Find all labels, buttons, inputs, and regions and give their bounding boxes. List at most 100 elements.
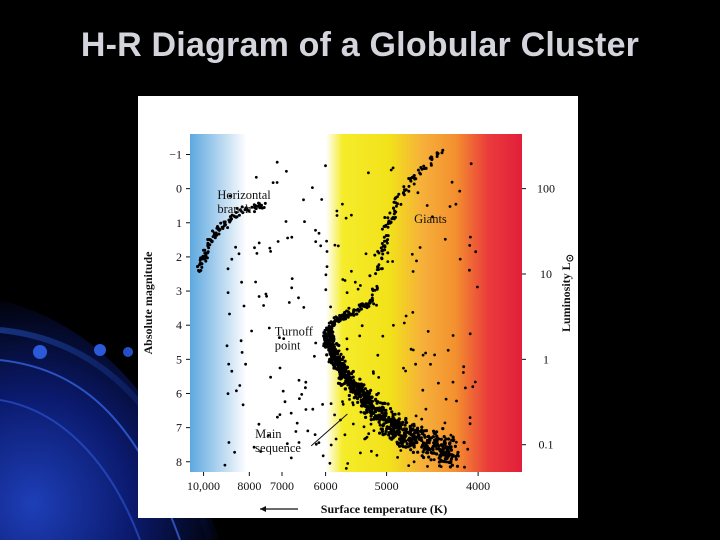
star-point bbox=[386, 402, 390, 406]
star-point bbox=[328, 341, 332, 345]
star-point bbox=[204, 259, 208, 263]
star-point bbox=[333, 355, 337, 359]
star-point bbox=[411, 443, 415, 447]
star-point bbox=[319, 244, 323, 248]
star-point bbox=[386, 419, 390, 423]
star-point bbox=[290, 235, 294, 239]
star-point bbox=[352, 396, 356, 400]
star-point bbox=[198, 258, 202, 262]
star-point bbox=[290, 277, 294, 280]
star-point bbox=[238, 384, 242, 387]
star-point bbox=[441, 148, 445, 152]
star-point bbox=[347, 393, 351, 398]
star-point bbox=[226, 267, 230, 271]
star-point bbox=[361, 390, 365, 394]
star-point bbox=[450, 180, 454, 184]
star-point bbox=[209, 239, 213, 242]
star-point bbox=[342, 363, 346, 367]
star-point bbox=[329, 443, 333, 447]
star-point bbox=[289, 411, 293, 415]
star-point bbox=[468, 244, 472, 247]
star-point bbox=[408, 424, 412, 428]
star-point bbox=[462, 365, 466, 369]
star-point bbox=[429, 362, 432, 366]
star-point bbox=[290, 286, 294, 290]
star-point bbox=[376, 265, 379, 269]
star-point bbox=[462, 371, 465, 374]
star-point bbox=[432, 451, 436, 455]
star-point bbox=[235, 389, 238, 393]
star-point bbox=[244, 362, 247, 366]
star-point bbox=[370, 296, 374, 300]
star-point bbox=[437, 381, 440, 385]
star-point bbox=[363, 437, 367, 441]
star-point bbox=[298, 397, 301, 400]
star-point bbox=[377, 376, 381, 379]
star-point bbox=[396, 202, 399, 206]
star-point bbox=[426, 330, 430, 333]
star-point bbox=[363, 387, 367, 391]
star-point bbox=[221, 227, 225, 230]
star-point bbox=[422, 455, 426, 460]
star-point bbox=[466, 447, 470, 451]
star-point bbox=[416, 168, 420, 172]
star-point bbox=[442, 441, 446, 445]
star-point bbox=[237, 213, 241, 217]
star-point bbox=[404, 188, 408, 192]
star-point bbox=[439, 437, 443, 441]
star-point bbox=[367, 432, 371, 436]
star-point bbox=[412, 460, 416, 464]
star-point bbox=[365, 395, 369, 399]
star-point bbox=[285, 169, 288, 173]
star-point bbox=[336, 381, 341, 385]
star-point bbox=[223, 463, 227, 467]
star-point bbox=[367, 401, 371, 405]
star-point bbox=[362, 411, 366, 415]
star-point bbox=[427, 441, 431, 445]
star-point bbox=[281, 389, 285, 393]
star-point bbox=[377, 420, 381, 424]
star-point bbox=[412, 182, 416, 186]
star-point bbox=[263, 201, 267, 205]
star-point bbox=[234, 245, 237, 249]
star-point bbox=[394, 196, 398, 200]
star-point bbox=[359, 451, 362, 455]
star-point bbox=[392, 206, 396, 210]
star-point bbox=[374, 272, 378, 276]
star-point bbox=[407, 189, 411, 193]
star-point bbox=[449, 448, 453, 452]
star-point bbox=[371, 298, 375, 302]
star-point bbox=[445, 445, 449, 449]
star-point bbox=[369, 409, 374, 413]
star-point bbox=[439, 454, 443, 458]
star-point bbox=[359, 410, 363, 414]
star-point bbox=[345, 291, 349, 294]
star-point bbox=[324, 273, 328, 277]
star-point bbox=[330, 350, 334, 354]
star-point bbox=[401, 191, 405, 195]
star-point bbox=[391, 425, 396, 429]
star-point bbox=[372, 302, 376, 306]
star-point bbox=[227, 362, 231, 366]
star-point bbox=[349, 384, 353, 388]
star-point bbox=[328, 325, 332, 329]
star-point bbox=[332, 324, 336, 327]
star-point bbox=[355, 384, 359, 388]
star-point bbox=[227, 218, 231, 222]
star-point bbox=[329, 330, 333, 334]
star-point bbox=[471, 385, 475, 389]
star-point bbox=[333, 413, 336, 417]
star-point bbox=[379, 246, 383, 250]
star-point bbox=[469, 162, 473, 166]
star-point bbox=[275, 160, 279, 164]
star-point bbox=[420, 429, 424, 434]
star-point bbox=[340, 357, 344, 362]
star-point bbox=[387, 425, 391, 429]
star-point bbox=[285, 442, 289, 445]
star-point bbox=[458, 189, 462, 193]
star-point bbox=[286, 236, 289, 240]
star-point bbox=[369, 388, 373, 392]
star-point bbox=[420, 167, 424, 171]
star-point bbox=[420, 425, 424, 429]
star-point bbox=[473, 380, 477, 384]
